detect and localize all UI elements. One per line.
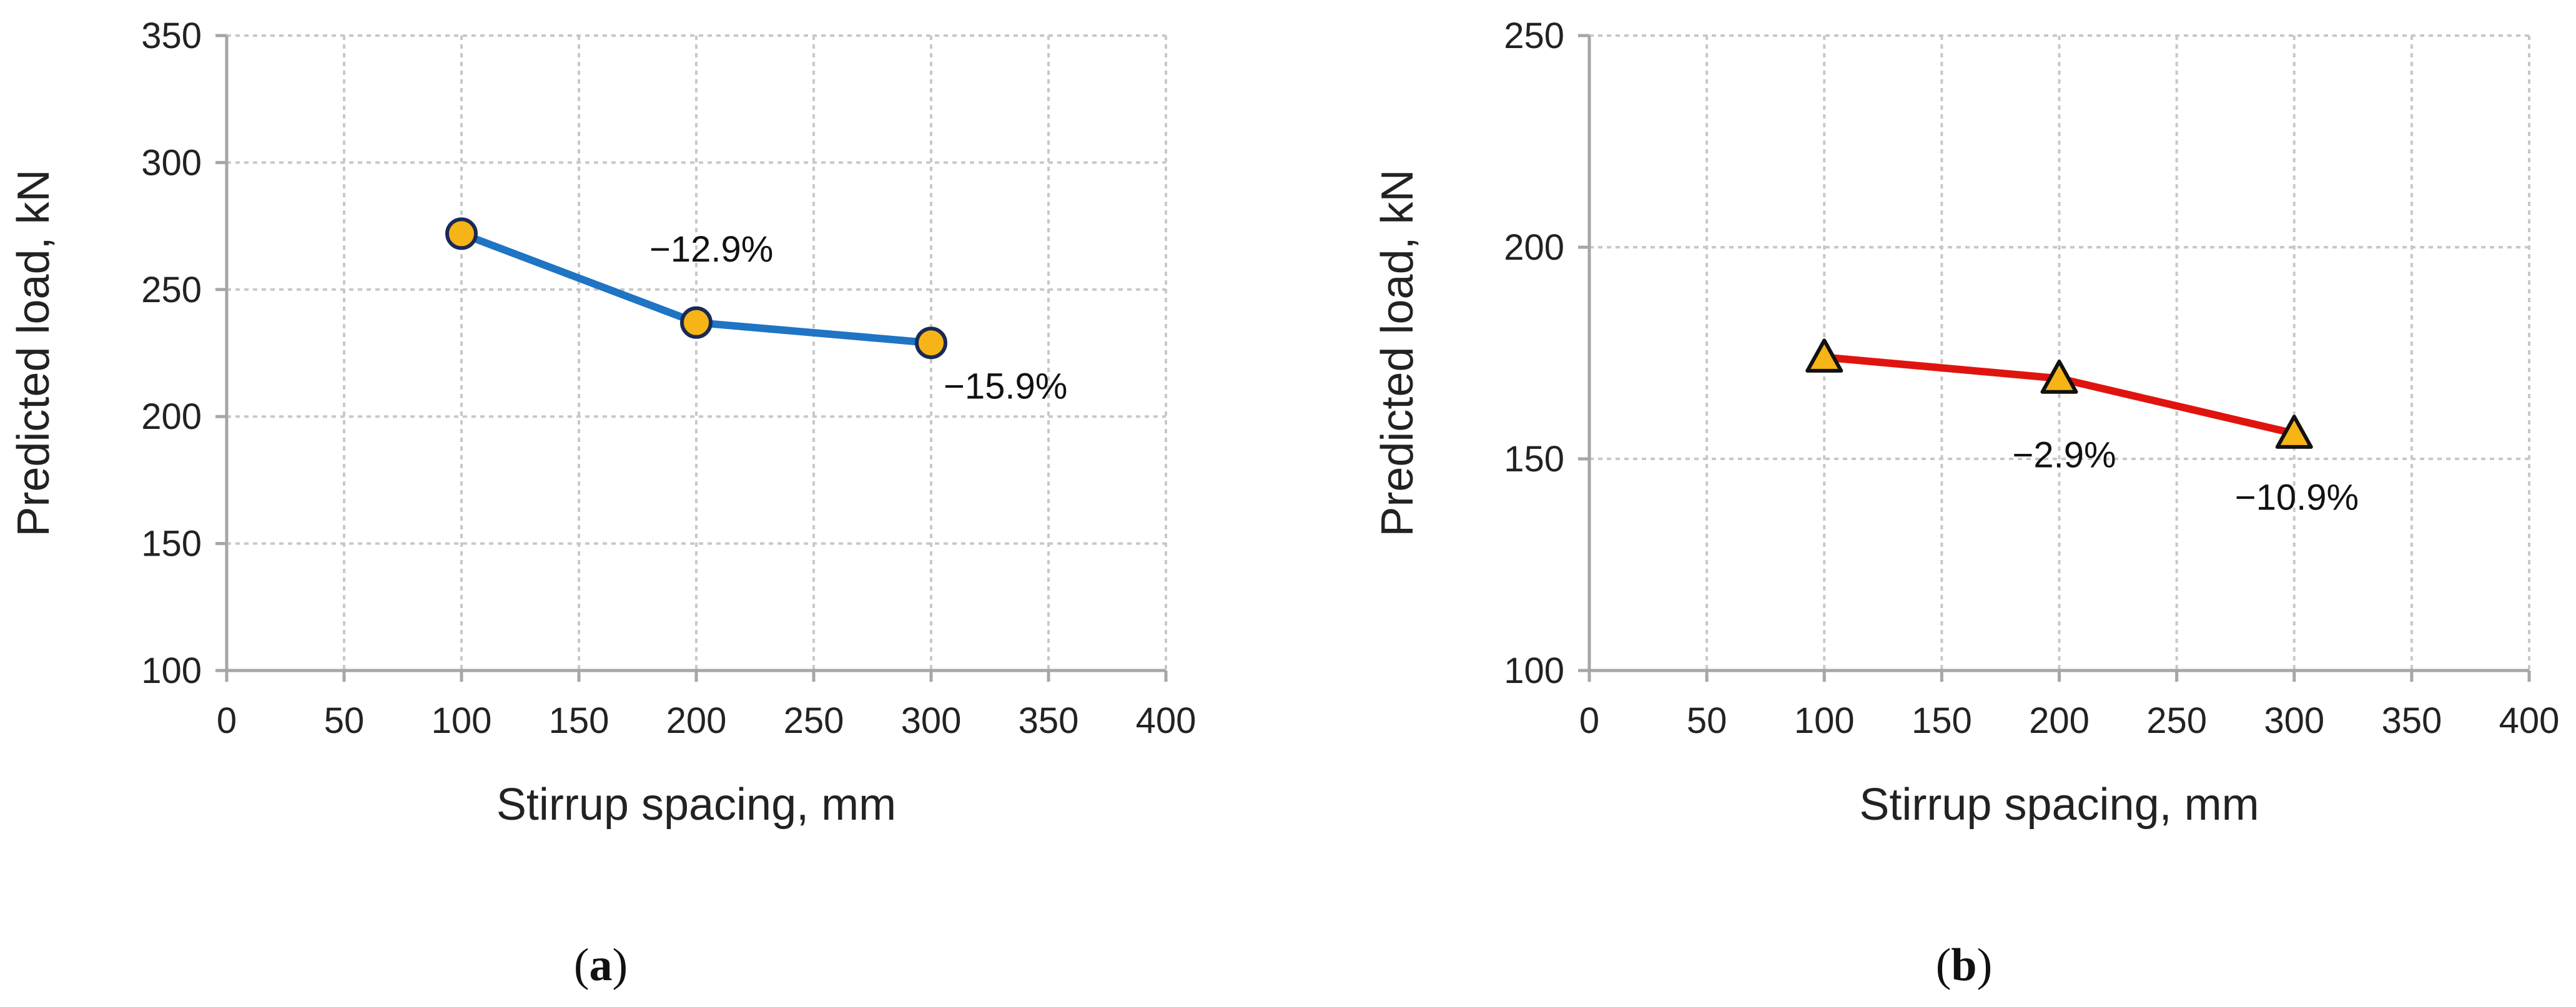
x-tick-label: 300 — [2264, 700, 2324, 741]
x-tick-label: 250 — [2146, 700, 2207, 741]
y-tick-label: 100 — [1504, 651, 1564, 691]
percent-change-annotation: −15.9% — [944, 366, 1067, 407]
panel-label: (a) — [574, 940, 628, 991]
y-tick-label: 150 — [1504, 439, 1564, 479]
x-tick-label: 150 — [1912, 700, 1972, 741]
y-axis-title: Predicted load, kN — [9, 169, 59, 536]
x-tick-label: 50 — [1687, 700, 1727, 741]
y-tick-label: 250 — [1504, 16, 1564, 56]
y-axis-title: Predicted load, kN — [1373, 169, 1423, 536]
y-tick-label: 100 — [141, 651, 202, 691]
chart-panel-b: 0 50 100 150 200 250 300 350 400 100 150 200 250 Stir… — [1373, 16, 2559, 991]
data-point-marker — [2275, 415, 2313, 449]
y-tick-label: 350 — [141, 16, 202, 56]
chart-panel-a: 0 50 100 150 200 250 300 350 400 100 150 200 250 300 3… — [9, 16, 1196, 991]
panel-label-close: ) — [613, 940, 628, 991]
x-tick-label: 400 — [2499, 700, 2560, 741]
x-tick-label: 0 — [1579, 700, 1599, 741]
data-point-marker — [445, 217, 478, 250]
percent-change-annotation: −10.9% — [2235, 477, 2359, 518]
x-tick-label: 0 — [217, 700, 237, 741]
percent-change-annotation: −2.9% — [2013, 435, 2116, 476]
panel-label-open: ( — [574, 940, 590, 991]
x-tick-label: 200 — [2029, 700, 2090, 741]
x-tick-label: 400 — [1136, 700, 1197, 741]
y-tick-label: 150 — [141, 524, 202, 564]
panel-label-letter: b — [1951, 940, 1976, 991]
x-axis-title: Stirrup spacing, mm — [1859, 780, 2259, 830]
x-tick-label: 250 — [784, 700, 844, 741]
x-tick-label: 350 — [1019, 700, 1079, 741]
panel-label-open: ( — [1936, 940, 1952, 991]
panel-label-letter: a — [590, 940, 613, 991]
y-tick-label: 250 — [141, 270, 202, 310]
x-tick-label: 350 — [2381, 700, 2442, 741]
data-point-marker — [915, 327, 947, 360]
x-tick-label: 50 — [324, 700, 365, 741]
data-point-marker — [2040, 360, 2078, 394]
x-tick-label: 150 — [549, 700, 609, 741]
data-point-marker — [1805, 338, 1843, 373]
y-tick-label: 200 — [1504, 227, 1564, 268]
y-tick-label: 300 — [141, 142, 202, 183]
percent-change-annotation: −12.9% — [649, 229, 773, 270]
x-tick-label: 200 — [666, 700, 727, 741]
panel-label-close: ) — [1977, 940, 1993, 991]
panel-label: (b) — [1936, 940, 1992, 991]
x-tick-label: 300 — [901, 700, 962, 741]
y-tick-label: 200 — [141, 396, 202, 437]
data-point-marker — [680, 306, 713, 339]
x-tick-label: 100 — [432, 700, 492, 741]
x-axis-title: Stirrup spacing, mm — [496, 780, 896, 830]
x-tick-label: 100 — [1794, 700, 1855, 741]
